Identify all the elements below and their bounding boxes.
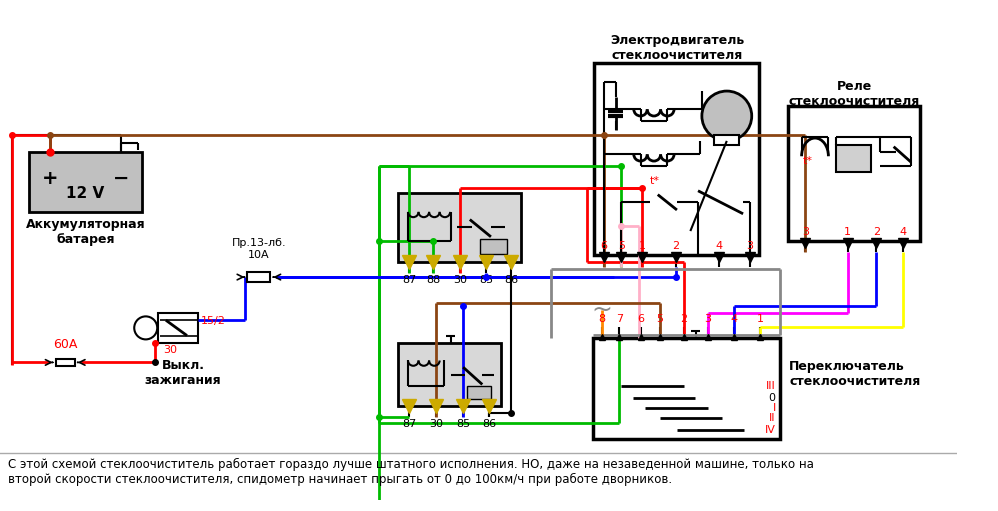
Text: Выкл.
зажигания: Выкл. зажигания [145,359,222,387]
Text: 4: 4 [899,227,907,237]
Text: 30: 30 [163,345,177,355]
Text: I: I [772,404,775,413]
Text: С этой схемой стеклоочиститель работает гораздо лучше штатного исполнения. НО, д: С этой схемой стеклоочиститель работает … [8,458,813,471]
Text: Электродвигатель
стеклоочистителя: Электродвигатель стеклоочистителя [610,34,745,62]
Text: 85: 85 [479,275,493,285]
Bar [593,338,779,439]
Text: 4: 4 [716,241,723,251]
Text: 12 V: 12 V [66,186,105,201]
Text: 5: 5 [618,241,625,251]
Text: t*: t* [802,156,812,166]
Text: 30: 30 [453,275,467,285]
Bar [467,386,491,399]
Text: 8: 8 [599,314,606,324]
Text: 3: 3 [802,227,809,237]
Text: 60А: 60А [53,338,78,351]
Text: Аккумуляторная
батарея: Аккумуляторная батарея [26,218,145,246]
Circle shape [702,91,751,141]
Text: 1: 1 [756,314,763,324]
Text: 88: 88 [426,275,440,285]
Text: 0: 0 [768,393,775,403]
Text: 85: 85 [456,419,470,429]
Text: 4: 4 [731,314,739,324]
Text: 86: 86 [482,419,496,429]
Text: 15/2: 15/2 [201,316,226,327]
Bar [715,135,740,145]
Text: 7: 7 [616,314,623,324]
Bar [788,106,920,241]
Text: 2: 2 [873,227,880,237]
Circle shape [135,316,158,339]
Text: +: + [42,169,58,188]
Text: 1: 1 [844,227,851,237]
Bar [159,313,199,343]
Text: Пр.13-лб.
10А: Пр.13-лб. 10А [232,238,286,260]
Text: 30: 30 [429,419,443,429]
Text: III: III [765,381,775,391]
Text: второй скорости стеклоочистителя, спидометр начинает прыгать от 0 до 100км/ч при: второй скорости стеклоочистителя, спидом… [8,473,672,486]
Text: Переключатель
стеклоочистителя: Переключатель стеклоочистителя [789,360,920,387]
Text: 87: 87 [402,419,416,429]
Text: 87: 87 [402,275,416,285]
Bar [398,343,501,406]
Bar [595,63,759,255]
Text: 86: 86 [504,275,518,285]
Text: −: − [113,169,129,188]
Text: 6: 6 [637,314,644,324]
Bar [248,272,270,282]
Bar [480,239,507,254]
Bar [29,152,142,212]
Text: 1: 1 [639,241,646,251]
Text: 3: 3 [747,241,753,251]
Text: IV: IV [764,425,775,434]
Bar [398,193,521,262]
Text: 2: 2 [680,314,688,324]
Text: II: II [769,413,775,423]
Text: 6: 6 [601,241,608,251]
Bar [836,145,870,172]
Text: 5: 5 [656,314,664,324]
Bar [56,359,75,366]
Text: 2: 2 [673,241,680,251]
Text: t*: t* [650,176,660,187]
Text: Реле
стеклоочистителя: Реле стеклоочистителя [788,80,920,107]
Text: 3: 3 [705,314,712,324]
Text: ~: ~ [592,298,613,321]
